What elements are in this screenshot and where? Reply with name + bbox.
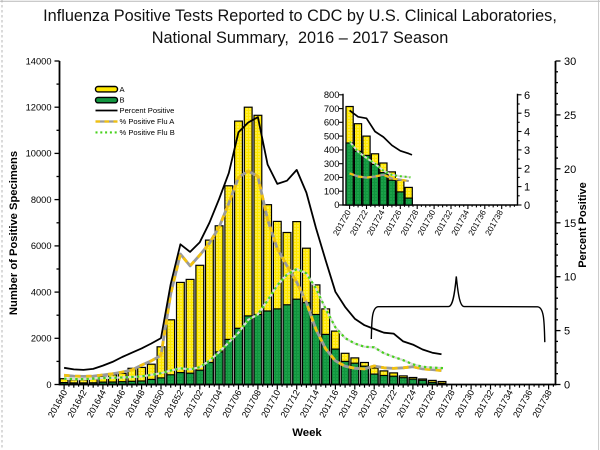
svg-text:500: 500 (324, 130, 340, 141)
svg-text:Week: Week (292, 427, 322, 439)
svg-text:Percent Positive: Percent Positive (120, 106, 175, 115)
svg-text:200: 200 (324, 172, 340, 183)
svg-text:B: B (120, 96, 125, 105)
svg-text:30: 30 (564, 56, 576, 68)
svg-text:6000: 6000 (31, 241, 52, 251)
svg-text:8000: 8000 (31, 195, 52, 205)
svg-text:5: 5 (564, 326, 570, 338)
svg-text:400: 400 (324, 144, 340, 155)
svg-text:Percent Positive: Percent Positive (577, 182, 589, 268)
svg-text:2: 2 (524, 163, 530, 175)
svg-text:% Positive Flu B: % Positive Flu B (120, 128, 175, 137)
svg-text:0: 0 (564, 380, 570, 392)
svg-text:12000: 12000 (26, 103, 52, 113)
svg-text:A: A (120, 85, 126, 94)
svg-text:20: 20 (564, 164, 576, 176)
svg-text:Influenza Positive Tests Repor: Influenza Positive Tests Reported to CDC… (43, 7, 557, 25)
svg-text:300: 300 (324, 158, 340, 169)
svg-text:5: 5 (524, 108, 530, 120)
svg-text:2000: 2000 (31, 334, 52, 344)
svg-text:% Positive Flu A: % Positive Flu A (120, 117, 176, 126)
svg-text:15: 15 (564, 218, 576, 230)
svg-text:National Summary, 2016 – 2017: National Summary, 2016 – 2017 Season (152, 29, 449, 47)
svg-text:25: 25 (564, 110, 576, 122)
svg-text:14000: 14000 (26, 56, 52, 66)
svg-text:Number of Positive Specimens: Number of Positive Specimens (8, 151, 20, 315)
svg-text:0: 0 (524, 200, 530, 212)
svg-text:4000: 4000 (31, 287, 52, 297)
svg-text:800: 800 (324, 89, 340, 100)
svg-text:0: 0 (334, 199, 339, 210)
svg-text:3: 3 (524, 145, 530, 157)
svg-text:10000: 10000 (26, 149, 52, 159)
svg-text:10: 10 (564, 272, 576, 284)
svg-text:6: 6 (524, 90, 530, 102)
svg-text:700: 700 (324, 103, 340, 114)
svg-text:0: 0 (46, 380, 51, 390)
svg-text:100: 100 (324, 185, 340, 196)
svg-text:600: 600 (324, 117, 340, 128)
svg-text:4: 4 (524, 127, 530, 139)
svg-text:1: 1 (524, 182, 530, 194)
